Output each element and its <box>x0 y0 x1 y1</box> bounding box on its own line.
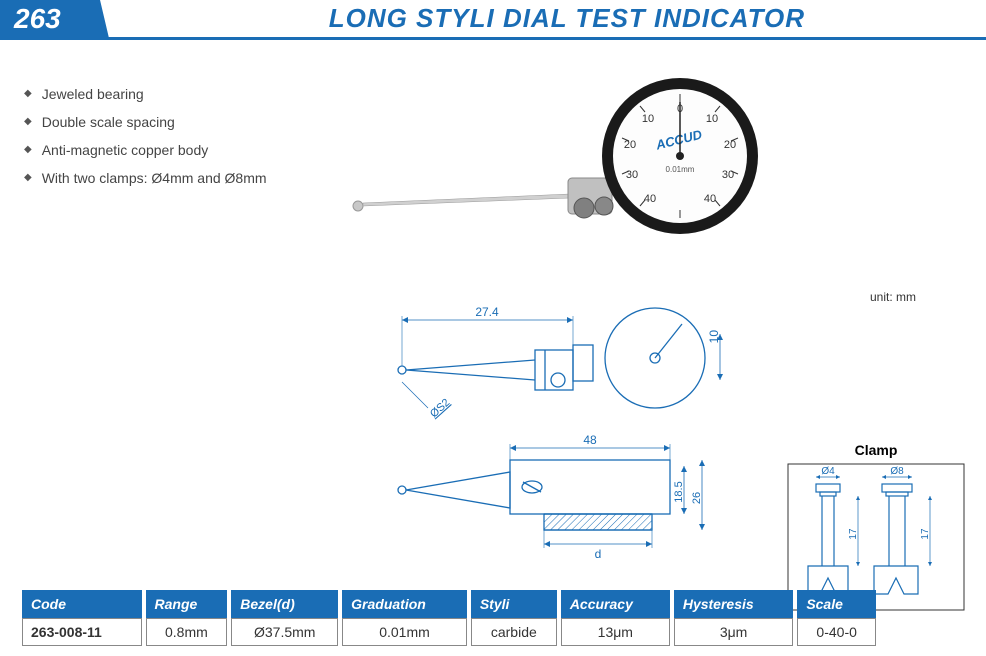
svg-text:20: 20 <box>724 139 736 151</box>
table-row: 263-008-11 0.8mm Ø37.5mm 0.01mm carbide … <box>22 618 876 646</box>
svg-text:17: 17 <box>920 528 931 540</box>
feature-list: Jeweled bearing Double scale spacing Ant… <box>24 80 267 192</box>
svg-text:d: d <box>595 547 602 560</box>
cell: 0.01mm <box>342 618 467 646</box>
col-header: Bezel(d) <box>231 590 338 618</box>
cell: 13μm <box>561 618 670 646</box>
col-header: Hysteresis <box>674 590 793 618</box>
clamp-title: Clamp <box>786 442 966 458</box>
cell: 0-40-0 <box>797 618 876 646</box>
svg-text:Ø8: Ø8 <box>890 466 904 477</box>
svg-text:18.5: 18.5 <box>673 481 685 502</box>
page-header: 263 LONG STYLI DIAL TEST INDICATOR <box>0 0 986 40</box>
svg-text:30: 30 <box>626 169 638 181</box>
svg-text:0.01mm: 0.01mm <box>666 165 695 174</box>
col-header: Accuracy <box>561 590 670 618</box>
content-area: Jeweled bearing Double scale spacing Ant… <box>0 40 986 60</box>
svg-text:27.4: 27.4 <box>475 305 499 319</box>
product-photo: 0 10 20 30 40 10 20 30 40 ACCUD 0.01mm <box>340 68 780 268</box>
svg-text:17: 17 <box>848 528 859 540</box>
svg-text:10: 10 <box>642 113 654 125</box>
feature-item: Double scale spacing <box>24 108 267 136</box>
svg-text:Ø4: Ø4 <box>821 466 835 477</box>
feature-item: Jeweled bearing <box>24 80 267 108</box>
svg-text:40: 40 <box>704 193 716 205</box>
cell: 3μm <box>674 618 793 646</box>
unit-label: unit: mm <box>870 290 916 304</box>
feature-item: With two clamps: Ø4mm and Ø8mm <box>24 164 267 192</box>
table-header-row: Code Range Bezel(d) Graduation Styli Acc… <box>22 590 876 618</box>
col-header: Code <box>22 590 142 618</box>
cell: carbide <box>471 618 557 646</box>
col-header: Range <box>146 590 228 618</box>
col-header: Styli <box>471 590 557 618</box>
cell: 0.8mm <box>146 618 228 646</box>
svg-text:26: 26 <box>691 492 703 504</box>
col-header: Scale <box>797 590 876 618</box>
cell: 263-008-11 <box>22 618 142 646</box>
svg-text:ØS2: ØS2 <box>428 397 452 421</box>
page-title: LONG STYLI DIAL TEST INDICATOR <box>109 0 986 37</box>
svg-text:10: 10 <box>706 113 718 125</box>
svg-text:10: 10 <box>707 330 721 344</box>
page-number: 263 <box>0 0 109 37</box>
spec-table: Code Range Bezel(d) Graduation Styli Acc… <box>18 590 880 646</box>
svg-text:48: 48 <box>583 433 597 447</box>
technical-drawing: 27.4 ØS2 10 48 26 18.5 d <box>380 290 780 560</box>
svg-text:40: 40 <box>644 193 656 205</box>
feature-item: Anti-magnetic copper body <box>24 136 267 164</box>
svg-text:20: 20 <box>624 139 636 151</box>
col-header: Graduation <box>342 590 467 618</box>
svg-text:30: 30 <box>722 169 734 181</box>
cell: Ø37.5mm <box>231 618 338 646</box>
